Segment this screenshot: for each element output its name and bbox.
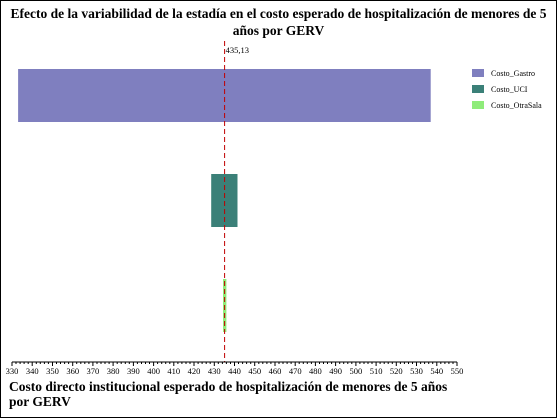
- x-tick-label: 430: [208, 366, 221, 376]
- legend: Costo_Gastro Costo_UCI Costo_OtraSala: [472, 65, 542, 113]
- legend-label: Costo_Gastro: [491, 68, 535, 78]
- legend-swatch: [472, 85, 484, 93]
- x-tick-label: 420: [188, 366, 201, 376]
- x-tick-label: 390: [127, 366, 140, 376]
- x-tick-label: 500: [350, 366, 363, 376]
- x-tick-label: 380: [107, 366, 120, 376]
- legend-item: Costo_OtraSala: [472, 97, 542, 113]
- legend-item: Costo_UCI: [472, 81, 542, 97]
- x-tick-label: 490: [329, 366, 342, 376]
- legend-swatch: [472, 101, 484, 109]
- x-tick-label: 370: [87, 366, 100, 376]
- chart-plot: 435,13 330 340 350 360 370 380 390 400 410 420 430…: [6, 41, 464, 376]
- chart-title: Efecto de la variabilidad de la estadía …: [10, 6, 547, 38]
- legend-label: Costo_OtraSala: [491, 100, 542, 110]
- x-tick-label: 530: [410, 366, 423, 376]
- x-tick-label: 440: [228, 366, 241, 376]
- x-tick-label: 450: [248, 366, 261, 376]
- x-tick-label: 460: [269, 366, 282, 376]
- x-tick-label: 480: [309, 366, 322, 376]
- reference-layer: 435,13: [224, 41, 249, 362]
- x-axis-title: Costo directo institucional esperado de …: [9, 379, 448, 409]
- x-tick-label: 330: [6, 366, 19, 376]
- x-axis: 330 340 350 360 370 380 390 400 410 420 430 440 450 4…: [6, 361, 464, 376]
- reference-value-label: 435,13: [226, 45, 249, 55]
- x-tick-label: 510: [370, 366, 383, 376]
- x-tick-label: 520: [390, 366, 403, 376]
- x-tick-label: 470: [289, 366, 302, 376]
- legend-swatch: [472, 69, 484, 77]
- x-tick-label: 350: [46, 366, 59, 376]
- legend-label: Costo_UCI: [491, 84, 528, 94]
- x-tick-label: 540: [430, 366, 443, 376]
- x-tick-label: 400: [147, 366, 160, 376]
- legend-item: Costo_Gastro: [472, 65, 542, 81]
- x-tick-label: 550: [451, 366, 464, 376]
- x-tick-label: 410: [167, 366, 180, 376]
- x-tick-label: 360: [66, 366, 79, 376]
- x-tick-label: 340: [26, 366, 39, 376]
